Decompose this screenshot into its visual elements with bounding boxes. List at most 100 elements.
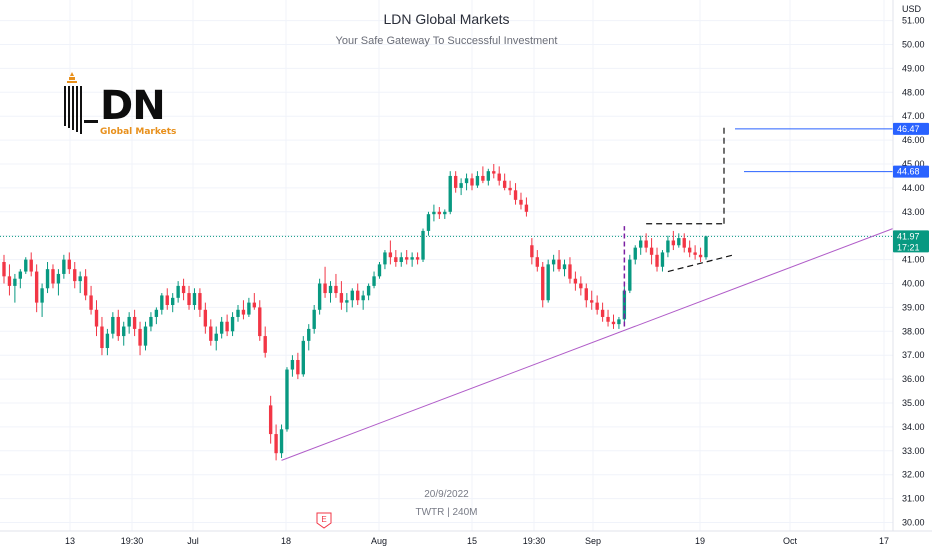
- candle-body: [546, 264, 550, 301]
- candle-body: [241, 309, 246, 315]
- candle-body: [600, 309, 605, 317]
- candle: [230, 312, 235, 337]
- candle-body: [639, 240, 643, 248]
- candle: [45, 261, 50, 294]
- candle: [388, 240, 393, 265]
- candle: [203, 302, 208, 334]
- candle-body: [677, 238, 681, 246]
- candle-body: [399, 257, 403, 262]
- logo-sub-text: Global Markets: [100, 127, 177, 137]
- candle-body: [78, 276, 82, 282]
- candle: [492, 164, 496, 179]
- candle: [448, 171, 452, 215]
- candle: [639, 235, 643, 255]
- candle: [171, 293, 175, 313]
- candle: [111, 312, 115, 339]
- candle: [263, 326, 267, 358]
- price-tick-label: 37.00: [902, 350, 925, 360]
- candle: [486, 168, 491, 186]
- candle: [301, 336, 305, 377]
- candle: [285, 367, 289, 432]
- candle-body: [83, 276, 88, 296]
- candle-body: [122, 326, 126, 337]
- candle-body: [595, 302, 599, 310]
- candle-body: [350, 290, 354, 301]
- building-icon: [64, 72, 98, 134]
- candle: [219, 316, 224, 339]
- price-tick-label: 40.00: [902, 279, 925, 289]
- time-axis: 13 19:30 Jul 18 Aug 15 19:30 Sep 19 Oct 17: [65, 536, 889, 546]
- watermark-date: 20/9/2022: [424, 489, 469, 500]
- candle-body: [426, 214, 431, 231]
- candle-body: [443, 211, 447, 215]
- candle-body: [405, 257, 409, 260]
- candle: [312, 305, 316, 334]
- price-tick-label: 46.00: [902, 135, 925, 145]
- candle: [323, 266, 327, 298]
- candle-body: [372, 276, 376, 286]
- candle-body: [339, 293, 344, 303]
- earnings-event-icon: E: [321, 515, 326, 524]
- candle-body: [590, 300, 594, 303]
- candle: [590, 290, 594, 310]
- time-tick-label: 19: [695, 536, 705, 546]
- candle: [541, 261, 545, 308]
- candle-body: [34, 271, 39, 303]
- candle: [698, 247, 703, 262]
- candle-body: [100, 326, 104, 349]
- earnings-event-marker[interactable]: E: [316, 512, 332, 529]
- currency-label: USD: [902, 4, 922, 14]
- candle: [339, 281, 344, 310]
- candle: [116, 309, 120, 341]
- candle-body: [492, 171, 496, 174]
- candle: [317, 278, 322, 315]
- candle-body: [285, 369, 289, 430]
- candle-body: [165, 295, 169, 306]
- candle: [165, 288, 169, 310]
- candle-body: [573, 278, 578, 284]
- target-2-tag[interactable]: 46.47: [893, 122, 929, 135]
- price-tick-label: 38.00: [902, 326, 925, 336]
- candle-body: [366, 285, 371, 296]
- candle-body: [356, 290, 360, 301]
- candle-body: [13, 278, 17, 286]
- candle-body: [361, 295, 365, 301]
- target-1-tag-bg: [893, 165, 929, 178]
- price-tick-label: 49.00: [902, 63, 925, 73]
- candle-body: [328, 285, 333, 294]
- candle: [83, 269, 88, 301]
- candle: [437, 207, 442, 219]
- candle-body: [187, 293, 191, 306]
- candle-body: [334, 285, 338, 294]
- candle: [410, 252, 414, 267]
- candle: [29, 252, 33, 277]
- candle: [704, 235, 708, 260]
- candle-body: [475, 175, 480, 186]
- price-tick-label: 32.00: [902, 470, 925, 480]
- candle-body: [388, 252, 393, 258]
- price-tick-label: 30.00: [902, 518, 925, 528]
- candle-body: [307, 328, 311, 341]
- candle-body: [693, 252, 697, 255]
- drawing-layer: [0, 128, 894, 461]
- candle: [127, 312, 131, 334]
- candle-body: [301, 340, 305, 375]
- candle-body: [557, 259, 561, 270]
- candle: [666, 235, 670, 258]
- candle: [94, 300, 99, 337]
- current-price-tag-text: 17:21: [897, 242, 920, 252]
- candle: [334, 273, 338, 298]
- candle: [236, 305, 240, 322]
- candle-body: [530, 245, 534, 258]
- candle-body: [470, 178, 474, 186]
- candle-body: [448, 175, 452, 212]
- candle: [644, 233, 648, 253]
- candle-body: [24, 259, 28, 272]
- candle-body: [143, 326, 148, 346]
- target-1-tag[interactable]: 44.68: [893, 165, 929, 178]
- chart-title: LDN Global Markets: [383, 11, 510, 27]
- time-tick-label: 17: [879, 536, 889, 546]
